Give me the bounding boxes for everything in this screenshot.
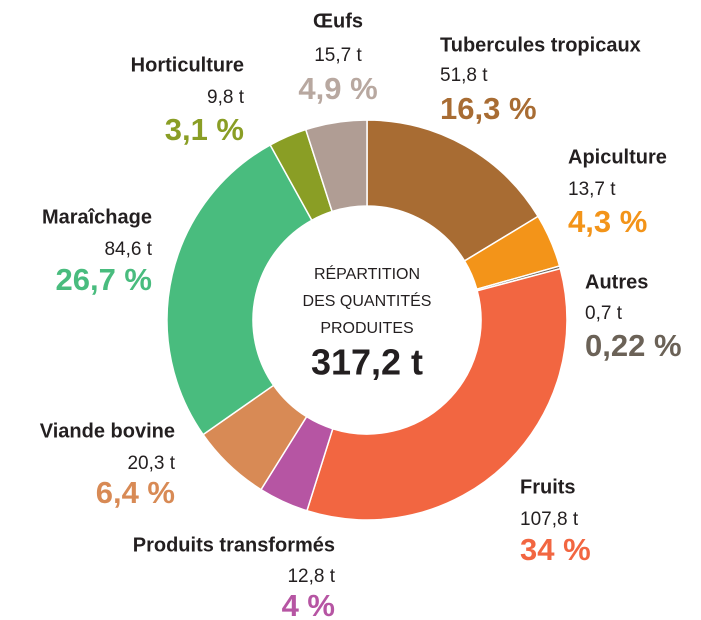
label-value: 51,8 t bbox=[440, 65, 488, 86]
label-value: 13,7 t bbox=[568, 179, 616, 200]
label-percent: 26,7 % bbox=[55, 262, 152, 297]
label-percent: 3,1 % bbox=[165, 112, 244, 147]
center-title: DES QUANTITÉS bbox=[303, 291, 432, 310]
label-percent: 4,3 % bbox=[568, 204, 647, 239]
label-percent: 4 % bbox=[282, 588, 335, 620]
label-name: Œufs bbox=[313, 10, 363, 32]
label-name: Maraîchage bbox=[42, 206, 152, 228]
slices bbox=[166, 119, 568, 521]
label-percent: 16,3 % bbox=[440, 91, 537, 126]
slice bbox=[304, 119, 368, 213]
label-name: Fruits bbox=[520, 476, 576, 498]
label-percent: 0,22 % bbox=[585, 328, 682, 363]
label-value: 12,8 t bbox=[287, 566, 335, 587]
slice bbox=[166, 143, 313, 436]
center-title: RÉPARTITION bbox=[314, 264, 420, 283]
label-name: Viande bovine bbox=[40, 420, 175, 442]
label-name: Autres bbox=[585, 271, 648, 293]
slice bbox=[305, 267, 568, 521]
label-name: Horticulture bbox=[131, 54, 244, 76]
label-name: Apiculture bbox=[568, 146, 667, 168]
label-percent: 6,4 % bbox=[96, 475, 175, 510]
center-title: PRODUITES bbox=[320, 320, 413, 337]
label-value: 15,7 t bbox=[314, 45, 362, 66]
label-value: 0,7 t bbox=[585, 303, 623, 324]
label-value: 9,8 t bbox=[207, 87, 245, 108]
label-value: 20,3 t bbox=[127, 453, 175, 474]
label-percent: 4,9 % bbox=[298, 71, 377, 106]
label-name: Tubercules tropicaux bbox=[440, 34, 641, 56]
label-value: 107,8 t bbox=[520, 509, 579, 530]
label-percent: 34 % bbox=[520, 532, 591, 567]
label-name: Produits transformés bbox=[133, 534, 335, 556]
total: 317,2 t bbox=[311, 342, 423, 383]
label-value: 84,6 t bbox=[104, 239, 152, 260]
